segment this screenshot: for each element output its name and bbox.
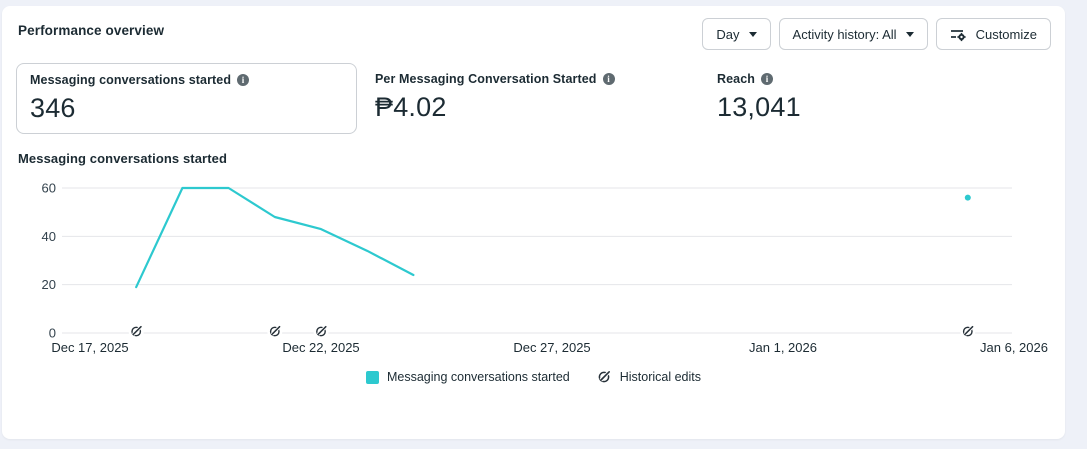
data-point[interactable]	[964, 194, 971, 201]
metric-value: ₱4.02	[375, 92, 447, 122]
page-title: Performance overview	[18, 23, 165, 38]
y-tick-label: 60	[42, 181, 56, 196]
legend-edits-label: Historical edits	[619, 370, 701, 384]
metric-label: Reach i	[717, 72, 801, 86]
metrics-row: Messaging conversations started i 346 Pe…	[16, 63, 1051, 134]
customize-label: Customize	[975, 26, 1037, 42]
x-tick-label: Jan 1, 2026	[749, 340, 817, 355]
line-chart[interactable]: 0 20 40 60 Dec 17, 2025 Dec 22, 2025 Dec 27, 2…	[16, 169, 1051, 361]
historical-edit-icon[interactable]	[128, 324, 144, 339]
metric-card-messaging-conversations[interactable]: Messaging conversations started i 346	[16, 63, 357, 134]
info-icon[interactable]: i	[761, 73, 774, 85]
header-row: Performance overview Day Activity histor…	[16, 18, 1051, 50]
chart-svg[interactable]: 0 20 40 60 Dec 17, 2025 Dec 22, 2025 Dec 27, 2…	[16, 169, 1051, 361]
activity-history-label: Activity history: All	[792, 26, 897, 42]
series-swatch-icon	[365, 370, 379, 384]
metric-value: 13,041	[717, 92, 801, 122]
metric-value: 346	[30, 93, 76, 123]
info-icon[interactable]: i	[602, 73, 615, 85]
chart-legend: Messaging conversations started Historic…	[16, 369, 1051, 385]
x-tick-label: Dec 17, 2025	[51, 340, 128, 355]
legend-series-label: Messaging conversations started	[386, 370, 570, 384]
legend-item-series[interactable]: Messaging conversations started	[365, 370, 570, 384]
historical-edit-icon[interactable]	[267, 324, 283, 339]
chevron-down-icon	[748, 32, 757, 37]
customize-button[interactable]: Customize	[935, 18, 1051, 50]
metric-label: Messaging conversations started i	[30, 73, 343, 87]
chart-title: Messaging conversations started	[18, 151, 227, 166]
metric-card-reach[interactable]: Reach i 13,041	[715, 63, 803, 134]
customize-settings-icon	[950, 29, 966, 41]
performance-overview-card: Performance overview Day Activity histor…	[2, 6, 1065, 439]
x-tick-label: Jan 6, 2026	[980, 340, 1048, 355]
toolbar: Day Activity history: All	[702, 18, 1051, 50]
activity-history-dropdown-button[interactable]: Activity history: All	[778, 18, 928, 50]
historical-edit-icon[interactable]	[313, 324, 329, 339]
metric-label: Per Messaging Conversation Started i	[375, 72, 697, 86]
x-tick-label: Dec 27, 2025	[513, 340, 590, 355]
y-tick-label: 40	[42, 229, 56, 244]
y-tick-label: 0	[49, 326, 56, 341]
x-tick-label: Dec 22, 2025	[282, 340, 359, 355]
day-dropdown-label: Day	[716, 26, 740, 42]
day-dropdown-button[interactable]: Day	[702, 18, 771, 50]
chevron-down-icon	[905, 32, 914, 37]
series-line[interactable]	[135, 186, 415, 289]
info-icon[interactable]: i	[237, 74, 250, 86]
metric-card-per-conversation-cost[interactable]: Per Messaging Conversation Started i ₱4.…	[373, 63, 699, 134]
historical-edit-icon[interactable]	[960, 324, 976, 339]
y-tick-label: 20	[42, 277, 56, 292]
historical-edits-icon	[598, 370, 611, 383]
legend-item-historical-edits[interactable]: Historical edits	[596, 369, 701, 385]
